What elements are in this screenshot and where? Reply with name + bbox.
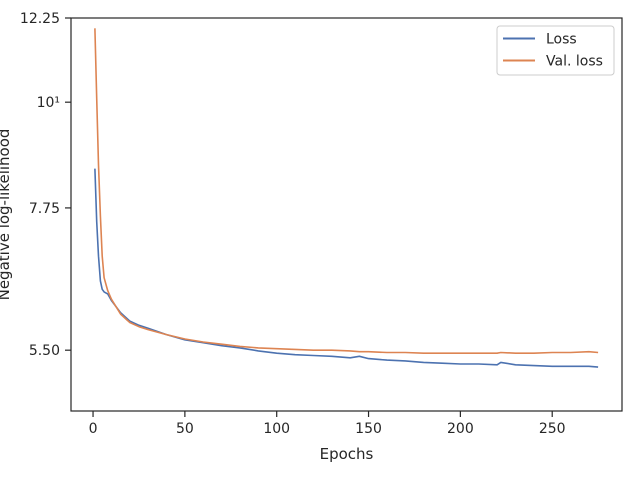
x-axis-label: Epochs: [320, 445, 374, 463]
y-tick-label: 12.25: [20, 11, 60, 27]
series-line-val-loss: [94, 28, 599, 354]
legend-label-val-loss: Val. loss: [546, 54, 603, 70]
series-line-loss: [94, 168, 599, 368]
x-tick-label: 100: [263, 421, 290, 437]
y-axis: 5.50 7.75 10¹ 12.25: [20, 11, 71, 359]
y-axis-label: Negative log-likelihood: [0, 129, 13, 301]
x-tick-label: 250: [539, 421, 566, 437]
legend-label-loss: Loss: [546, 32, 577, 48]
x-tick-label: 150: [355, 421, 382, 437]
plot-area: [70, 17, 623, 412]
x-tick-label: 200: [447, 421, 474, 437]
y-tick-label: 7.75: [29, 201, 60, 217]
x-tick-label: 0: [89, 421, 98, 437]
y-tick-label: 10¹: [37, 95, 60, 111]
y-tick-label: 5.50: [29, 343, 60, 359]
x-axis: 0 50 100 150 200 250: [89, 411, 566, 437]
series-layer: [94, 28, 599, 368]
x-tick-label: 50: [176, 421, 194, 437]
legend: Loss Val. loss: [496, 25, 615, 76]
